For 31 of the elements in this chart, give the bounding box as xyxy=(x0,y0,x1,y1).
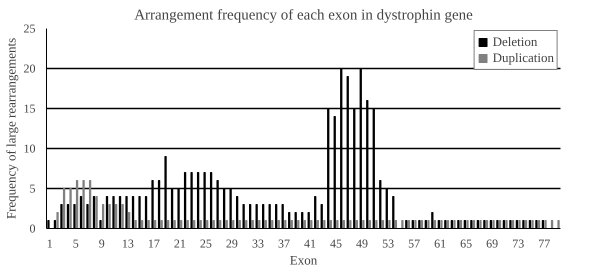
x-tick-label: 41 xyxy=(304,236,316,250)
x-tick-label: 77 xyxy=(538,236,550,250)
y-tick-label: 20 xyxy=(24,62,36,76)
x-tick-label: 9 xyxy=(98,236,105,250)
y-axis-title: Frequency of large rearrangements xyxy=(4,38,18,220)
x-tick-label: 5 xyxy=(72,236,79,250)
x-tick-label: 33 xyxy=(252,236,264,250)
x-tick-label: 1 xyxy=(46,236,53,250)
legend-label: Deletion xyxy=(492,34,538,50)
x-tick-label: 13 xyxy=(122,236,134,250)
x-tick-label: 57 xyxy=(408,236,420,250)
y-tick-label: 15 xyxy=(24,102,36,116)
y-tick-label: 5 xyxy=(30,182,36,196)
x-tick-label: 17 xyxy=(148,236,160,250)
x-tick-label: 61 xyxy=(434,236,446,250)
y-tick-label: 25 xyxy=(24,22,36,36)
x-tick-label: 73 xyxy=(512,236,524,250)
y-tick-label: 10 xyxy=(24,142,36,156)
x-tick-label: 65 xyxy=(460,236,472,250)
chart-title: Arrangement frequency of each exon in dystrophin gene xyxy=(134,8,474,24)
x-tick-label: 21 xyxy=(174,236,186,250)
x-tick-label: 37 xyxy=(278,236,290,250)
x-tick-label: 69 xyxy=(486,236,498,250)
x-tick-label: 25 xyxy=(200,236,212,250)
x-axis-title: Exon xyxy=(290,252,318,268)
x-tick-label: 49 xyxy=(356,236,368,250)
y-tick-label: 0 xyxy=(30,222,36,236)
legend-label: Duplication xyxy=(492,50,554,66)
x-tick-label: 29 xyxy=(226,236,238,250)
x-tick-label: 45 xyxy=(330,236,342,250)
x-tick-label: 53 xyxy=(382,236,394,250)
